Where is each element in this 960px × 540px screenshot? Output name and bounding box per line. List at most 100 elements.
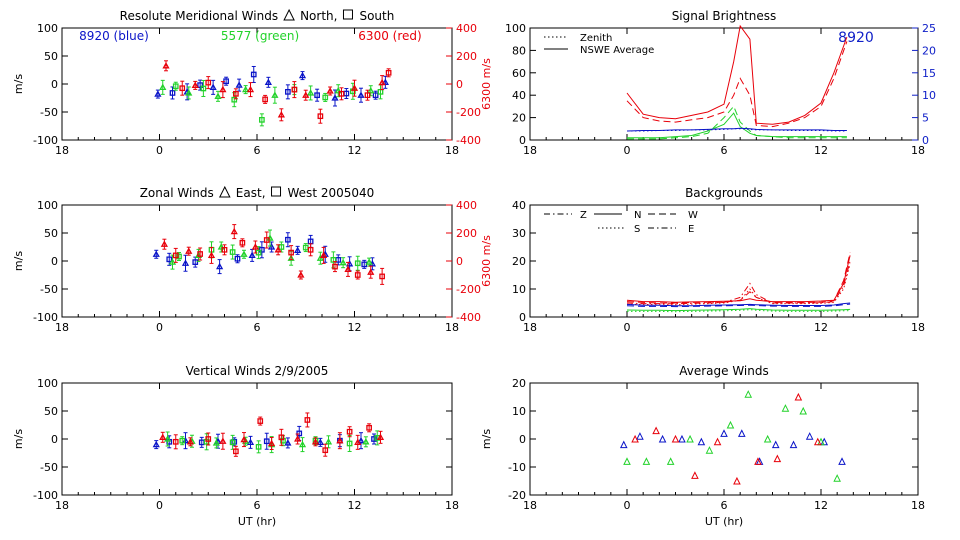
vertical-axes-frame <box>61 382 453 496</box>
data-point <box>322 94 329 101</box>
chart-title: Resolute Meridional Winds <box>120 9 278 23</box>
data-point <box>311 437 320 445</box>
zonal-axes-frame <box>61 204 453 318</box>
data-point <box>287 254 295 261</box>
x-tick-label: 6 <box>254 499 261 512</box>
series-line-2 <box>627 112 847 139</box>
backgrounds-axes-frame <box>529 204 919 318</box>
y-tick-label: 60 <box>512 67 526 80</box>
data-point <box>229 439 236 446</box>
data-point <box>789 440 798 449</box>
data-point <box>229 249 236 255</box>
y-tick-label: 0 <box>519 134 526 147</box>
data-point <box>277 110 285 118</box>
data-point <box>805 432 814 440</box>
right-tick-label: -400 <box>456 134 481 147</box>
x-tick-label: 18 <box>445 321 459 334</box>
y-tick-label: -50 <box>40 283 58 296</box>
data-point <box>297 271 305 278</box>
data-point <box>197 251 203 257</box>
data-point <box>322 447 329 454</box>
data-point <box>671 434 680 443</box>
data-point <box>799 406 808 415</box>
chart-title: Average Winds <box>679 364 769 378</box>
data-point <box>324 437 333 445</box>
x-tick-label: 12 <box>348 144 362 157</box>
data-point <box>652 426 660 435</box>
x-tick-label: 18 <box>445 499 459 512</box>
y-tick-label: 100 <box>505 22 526 35</box>
data-point <box>251 243 259 250</box>
series-line-0 <box>626 24 848 125</box>
data-point <box>179 437 186 444</box>
x-tick-label: 12 <box>348 499 362 512</box>
data-point <box>354 260 361 267</box>
data-point <box>619 440 628 449</box>
right-tick-label: 200 <box>456 227 477 240</box>
x-tick-label: 18 <box>55 144 69 157</box>
data-point <box>159 433 167 440</box>
right-tick-label: 400 <box>456 199 477 212</box>
data-point <box>181 259 190 266</box>
title-part-south: South <box>359 9 394 23</box>
data-point <box>192 259 199 265</box>
data-point <box>744 390 753 398</box>
x-tick-label: 18 <box>523 321 537 334</box>
series-line-1 <box>626 252 851 304</box>
data-point <box>233 90 239 97</box>
y-tick-label: 20 <box>512 112 526 125</box>
x-tick-label: 18 <box>55 499 69 512</box>
chart-title: Zonal Winds <box>140 186 214 200</box>
data-point <box>172 83 179 90</box>
x-tick-label: 18 <box>523 144 537 157</box>
data-point <box>320 251 328 259</box>
x-tick-label: 6 <box>721 144 728 157</box>
data-point <box>697 437 706 446</box>
x-tick-label: 6 <box>254 321 261 334</box>
right-tick-label: -200 <box>456 106 481 119</box>
data-point <box>264 78 272 85</box>
data-point <box>250 71 257 78</box>
data-point <box>231 96 238 103</box>
right-tick-label: 200 <box>456 50 477 63</box>
title-part-north: North, <box>300 9 337 23</box>
data-point <box>278 244 285 250</box>
series-line-1 <box>626 41 848 128</box>
x-tick-label: 0 <box>624 499 631 512</box>
backgrounds-legend: Z N W S E <box>544 210 698 235</box>
legend-label-W: W <box>688 210 698 221</box>
y-tick-label: 20 <box>512 255 526 268</box>
brightness-annotation: 8920 <box>838 30 874 46</box>
data-point <box>248 251 256 259</box>
data-point <box>781 404 790 412</box>
data-point <box>294 435 302 442</box>
series-line-6 <box>626 308 851 312</box>
y-tick-label: 0 <box>519 311 526 324</box>
series-line-5 <box>627 128 847 132</box>
y-tick-label: 100 <box>37 199 58 212</box>
data-point <box>326 87 334 94</box>
y-tick-label: 50 <box>44 227 58 240</box>
data-point <box>691 471 699 479</box>
data-point <box>302 91 310 98</box>
y-tick-label: 50 <box>44 405 58 418</box>
data-point <box>191 81 199 89</box>
data-point <box>346 440 353 447</box>
data-point <box>366 424 372 431</box>
data-point <box>833 474 841 482</box>
right-tick-label: 20 <box>922 44 936 57</box>
data-point <box>317 113 324 120</box>
data-point <box>240 250 248 257</box>
data-point <box>172 438 179 445</box>
data-point <box>185 247 193 254</box>
y-tick-label: 10 <box>512 283 526 296</box>
data-point <box>686 434 694 443</box>
x-tick-label: 6 <box>254 144 261 157</box>
x-tick-label: 12 <box>348 321 362 334</box>
legend-label-Z: Z <box>580 210 587 221</box>
x-tick-label: 0 <box>624 321 631 334</box>
data-point <box>235 81 243 88</box>
data-point <box>813 437 822 446</box>
